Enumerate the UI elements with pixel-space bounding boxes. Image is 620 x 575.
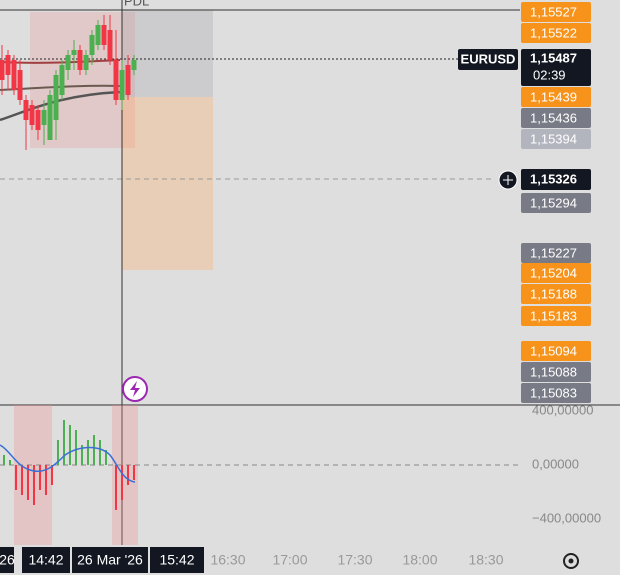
price-badge bbox=[521, 108, 591, 128]
price-label: 1,15294 bbox=[530, 195, 577, 210]
candle-body bbox=[53, 75, 59, 120]
candle-body bbox=[125, 65, 131, 95]
candle-body bbox=[5, 55, 11, 75]
pdl-label: PDL bbox=[124, 0, 149, 8]
histogram bbox=[3, 420, 135, 510]
symbol: EURUSD bbox=[461, 51, 516, 66]
price-label: 1,15522 bbox=[530, 25, 577, 40]
price-axis: 1,15527 1,15522 1,15439 1,15436 1,15394 1,152… bbox=[521, 2, 601, 525]
time-label: 16:30 bbox=[210, 552, 245, 568]
candle-body bbox=[77, 50, 83, 70]
price-label: 1,15227 bbox=[530, 245, 577, 260]
price-badge bbox=[521, 341, 591, 361]
zone-gray bbox=[122, 10, 213, 97]
price-label: 1,15088 bbox=[530, 364, 577, 379]
price-label: 1,15188 bbox=[530, 286, 577, 301]
time-label: 14:42 bbox=[28, 552, 63, 568]
candle-body bbox=[0, 60, 5, 80]
candle-body bbox=[41, 110, 47, 125]
crosshair-price: 1,15326 bbox=[530, 171, 577, 186]
time-badge bbox=[0, 547, 14, 573]
candle-body bbox=[17, 70, 23, 100]
candle-body bbox=[35, 110, 41, 130]
time-label: 15:42 bbox=[159, 552, 194, 568]
time-labels: 26 14:42 26 Mar '26 15:42 16:30 17:00 17:30 18:… bbox=[0, 547, 504, 573]
time-badge bbox=[22, 547, 70, 573]
osc-label: 0,00000 bbox=[532, 456, 579, 471]
settings-icon[interactable] bbox=[563, 553, 579, 569]
candle-body bbox=[29, 105, 35, 125]
candle-body bbox=[107, 30, 113, 60]
settings-dot bbox=[568, 558, 574, 564]
price-badge bbox=[521, 362, 591, 382]
price-label: 1,15183 bbox=[530, 308, 577, 323]
time-label: 17:30 bbox=[337, 552, 372, 568]
time-label: 26 bbox=[0, 552, 15, 568]
candle-body bbox=[89, 35, 95, 55]
countdown: 02:39 bbox=[533, 67, 566, 82]
candle-body bbox=[23, 100, 29, 120]
time-label: 17:00 bbox=[272, 552, 307, 568]
price-badge bbox=[521, 243, 591, 263]
current-price: 1,15487 bbox=[530, 50, 577, 65]
time-label: 26 Mar '26 bbox=[77, 552, 143, 568]
time-badge bbox=[150, 547, 204, 573]
zone-orange bbox=[122, 97, 213, 270]
signal-line bbox=[0, 444, 136, 483]
time-label: 18:30 bbox=[468, 552, 503, 568]
current-price-badge bbox=[521, 49, 591, 86]
price-label: 1,15394 bbox=[530, 131, 577, 146]
candle-body bbox=[65, 55, 71, 70]
price-badge bbox=[521, 23, 591, 43]
price-badge bbox=[521, 193, 591, 213]
price-label: 1,15094 bbox=[530, 343, 577, 358]
price-badge bbox=[521, 87, 591, 107]
session-box bbox=[30, 12, 135, 148]
candle-body bbox=[95, 25, 101, 45]
candle-body bbox=[113, 60, 119, 100]
price-label: 1,15527 bbox=[530, 4, 577, 19]
candle-body bbox=[83, 55, 89, 70]
time-badge bbox=[72, 547, 148, 573]
candle-body bbox=[119, 70, 125, 100]
candle-body bbox=[101, 25, 107, 45]
candle-body bbox=[71, 50, 77, 55]
price-badge bbox=[521, 383, 591, 403]
price-badge bbox=[521, 263, 591, 283]
candle-body bbox=[11, 60, 17, 90]
price-badge bbox=[521, 129, 591, 149]
price-label: 1,15083 bbox=[530, 385, 577, 400]
candle-body bbox=[59, 65, 65, 95]
plus-icon bbox=[503, 175, 513, 185]
price-label: 1,15439 bbox=[530, 89, 577, 104]
candles bbox=[0, 15, 137, 150]
crosshair-price-badge bbox=[521, 169, 591, 190]
osc-label: −400,00000 bbox=[532, 510, 601, 525]
time-label: 18:00 bbox=[402, 552, 437, 568]
price-badge bbox=[521, 284, 591, 304]
candle-body bbox=[47, 95, 53, 140]
price-label: 1,15204 bbox=[530, 265, 577, 280]
bolt bbox=[130, 381, 140, 397]
symbol-badge bbox=[458, 49, 518, 70]
candle-body bbox=[131, 60, 137, 70]
price-badge bbox=[521, 2, 591, 22]
osc-label: 400,00000 bbox=[532, 402, 593, 417]
price-badge bbox=[521, 306, 591, 326]
price-label: 1,15436 bbox=[530, 110, 577, 125]
